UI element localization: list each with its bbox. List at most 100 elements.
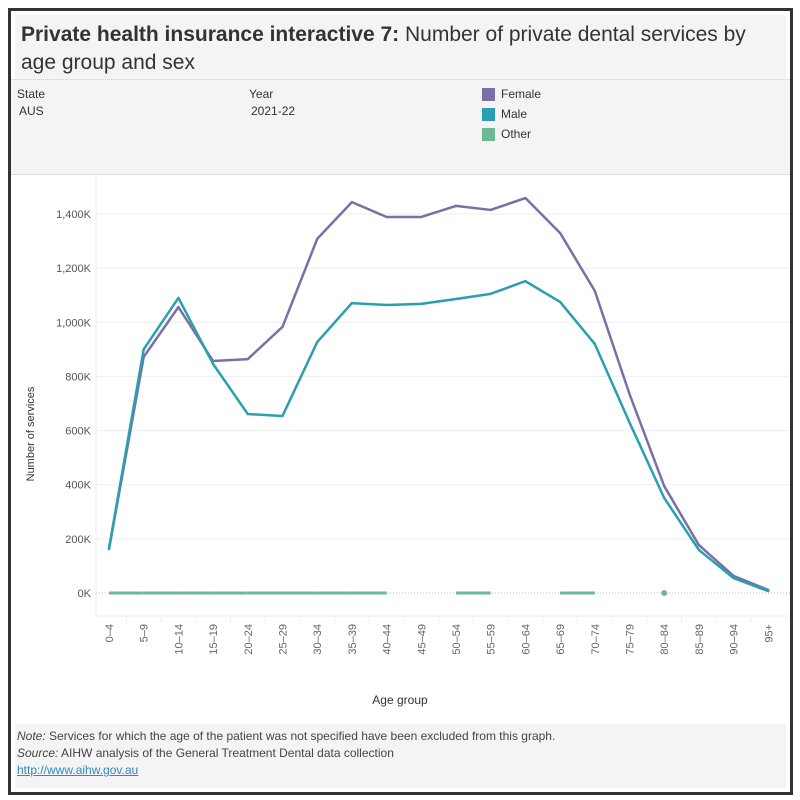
filter-panel: State AUS Year 2021-22 Female Male Other	[11, 79, 790, 175]
series-female-line	[107, 196, 769, 592]
series-female-point	[281, 325, 284, 329]
legend-item-male[interactable]: Male	[482, 107, 527, 121]
line-chart[interactable]: 0K 200K 400K 600K 800K 1,000K 1,200K 1,400K 0–4…	[11, 174, 790, 724]
y-tick-label: 1,000K	[56, 317, 92, 329]
series-lines	[107, 196, 770, 596]
series-female-point	[663, 484, 666, 488]
x-tick-label: 15–19	[208, 624, 220, 655]
series-female-point	[316, 237, 319, 241]
x-tick-label: 45–49	[416, 624, 428, 655]
other-swatch	[482, 127, 495, 141]
note: Note: Services for which the age of the …	[17, 729, 555, 743]
note-label: Note:	[17, 729, 46, 743]
series-other-point	[661, 590, 668, 596]
x-tick-label: 35–39	[347, 624, 359, 655]
series-male-point	[663, 496, 666, 500]
dashboard-frame: Private health insurance interactive 7: …	[8, 8, 793, 795]
series-female-point	[350, 200, 354, 204]
series-male-point	[350, 301, 354, 305]
title-box: Private health insurance interactive 7: …	[15, 15, 786, 79]
y-tick-label: 1,400K	[56, 209, 92, 221]
series-male-point	[454, 297, 458, 301]
y-tick-label: 0K	[78, 588, 92, 600]
male-swatch	[482, 107, 495, 121]
series-female-point	[420, 215, 423, 219]
series-female-point	[489, 208, 492, 212]
series-male-point	[558, 300, 562, 304]
series-male-point	[107, 547, 111, 550]
x-tick-label: 30–34	[312, 624, 324, 655]
series-female-point	[593, 289, 596, 293]
series-female-point	[628, 392, 631, 396]
series-male-point	[420, 302, 423, 306]
source: Source: AIHW analysis of the General Tre…	[17, 746, 394, 760]
x-tick-label: 95+	[763, 624, 775, 643]
x-tick-label: 20–24	[243, 624, 255, 655]
x-tick-label: 65–69	[555, 624, 567, 655]
x-tick-label: 55–59	[486, 624, 498, 655]
source-text: AIHW analysis of the General Treatment D…	[58, 746, 394, 760]
y-axis: 0K 200K 400K 600K 800K 1,000K 1,200K 1,400K	[56, 209, 92, 600]
y-tick-label: 1,200K	[56, 263, 92, 275]
x-tick-label: 0–4	[104, 624, 116, 642]
x-axis-title: Age group	[372, 693, 428, 707]
x-tick-label: 90–94	[729, 624, 741, 655]
series-female-point	[454, 204, 458, 208]
y-tick-label: 200K	[65, 534, 91, 546]
series-female-point	[246, 357, 249, 361]
x-tick-label: 25–29	[278, 624, 290, 655]
series-female-point	[558, 231, 562, 235]
source-label: Source:	[17, 746, 59, 760]
series-male-line	[107, 279, 769, 593]
series-male-point	[628, 421, 631, 424]
x-tick-label: 85–89	[694, 624, 706, 655]
year-label: Year	[249, 87, 274, 101]
female-swatch	[482, 87, 495, 101]
gridlines	[95, 174, 790, 617]
year-filter[interactable]: 2021-22	[251, 104, 296, 118]
series-female-point	[385, 215, 388, 219]
series-female-point	[524, 196, 527, 200]
legend-label: Female	[501, 87, 542, 101]
series-female-point	[177, 305, 180, 309]
y-tick-label: 800K	[65, 371, 91, 383]
x-axis: 0–4 5–9 10–14 15–19 20–24 25–29 30–34 35–39 40–4…	[104, 616, 787, 655]
title-rest: Number of private dental services by age…	[21, 23, 746, 74]
footer: Note: Services for which the age of the …	[15, 724, 786, 788]
x-tick-label: 5–9	[139, 624, 151, 642]
x-tick-label: 60–64	[520, 624, 532, 655]
series-male-point	[385, 303, 388, 307]
series-male-point	[732, 576, 735, 580]
state-filter[interactable]: AUS	[19, 104, 44, 118]
series-male-point	[316, 340, 319, 344]
title-bold: Private health insurance interactive 7:	[21, 23, 400, 46]
x-tick-label: 70–74	[590, 624, 602, 655]
legend-item-female[interactable]: Female	[482, 87, 541, 101]
y-axis-title: Number of services	[25, 386, 37, 481]
y-tick-label: 600K	[65, 426, 91, 438]
legend-label: Other	[501, 127, 532, 141]
series-male-point	[211, 362, 215, 366]
page-title: Private health insurance interactive 7: …	[21, 21, 781, 77]
x-tick-label: 80–84	[659, 624, 671, 655]
series-female-point	[697, 543, 701, 547]
legend-item-other[interactable]: Other	[482, 127, 531, 141]
x-tick-label: 50–54	[451, 624, 463, 655]
series-male-point	[767, 589, 770, 593]
series-male-point	[524, 279, 527, 283]
series-male-point	[177, 296, 180, 300]
series-male-point	[489, 292, 492, 296]
legend-label: Male	[501, 107, 528, 121]
series-male-point	[593, 342, 596, 346]
series-male-point	[697, 548, 701, 552]
x-tick-label: 40–44	[382, 624, 394, 655]
y-tick-label: 400K	[65, 480, 91, 492]
series-male-point	[281, 414, 284, 418]
series-male-point	[142, 348, 145, 351]
x-tick-label: 75–79	[625, 624, 637, 655]
x-tick-label: 10–14	[173, 624, 185, 655]
series-male-point	[246, 412, 249, 416]
state-label: State	[17, 87, 46, 101]
aihw-link[interactable]: http://www.aihw.gov.au	[17, 763, 139, 777]
note-text: Services for which the age of the patien…	[45, 729, 556, 743]
